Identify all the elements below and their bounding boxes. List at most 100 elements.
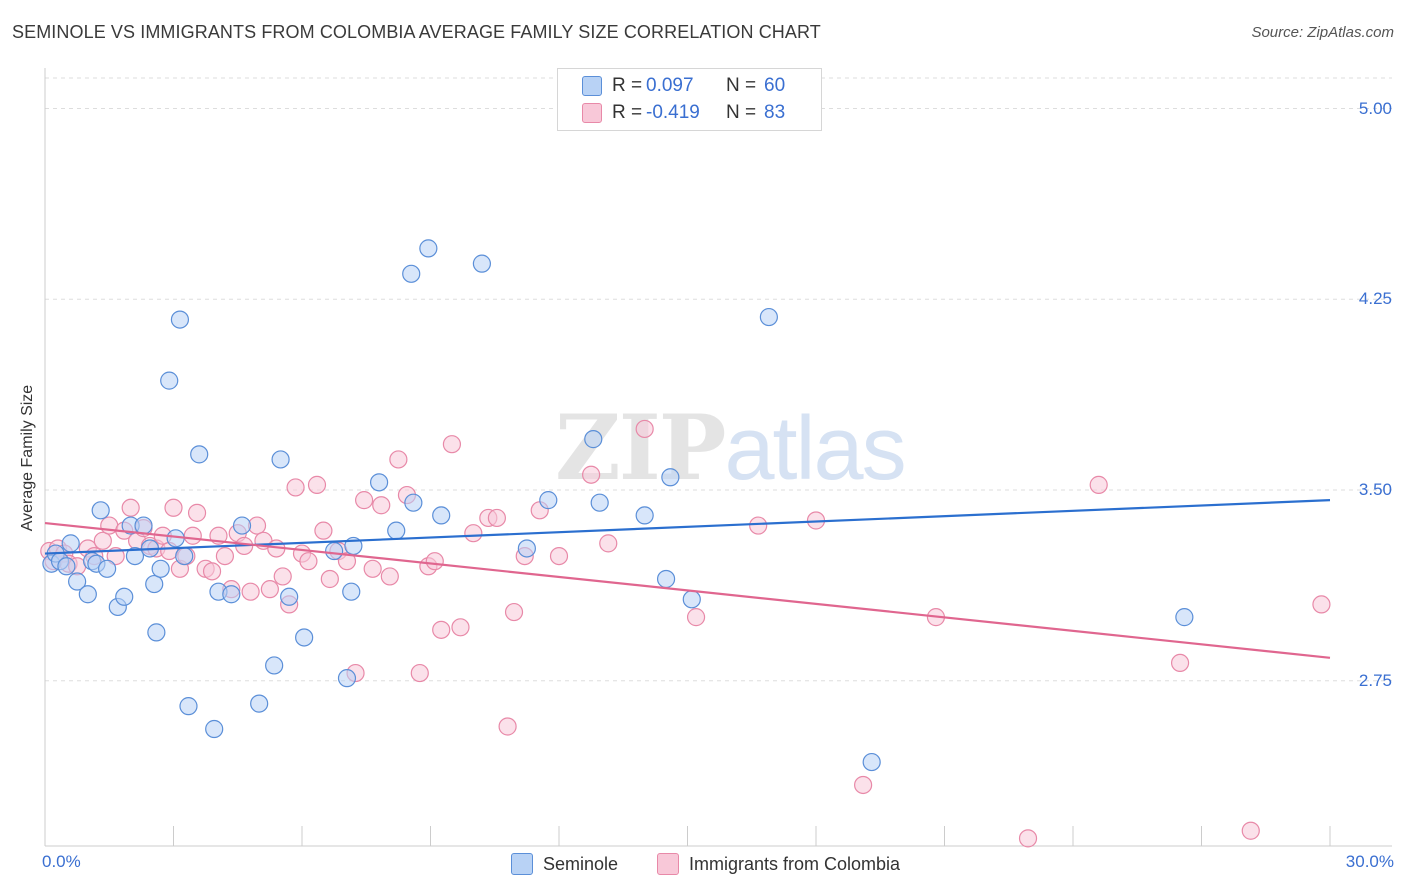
legend-r-value: -0.419 bbox=[646, 102, 700, 123]
colombia-point bbox=[307, 475, 327, 494]
legend-r-value: 0.097 bbox=[646, 75, 694, 96]
y-tick-label: 5.00 bbox=[1358, 98, 1392, 118]
colombia-point bbox=[498, 717, 517, 736]
seminole-point bbox=[134, 516, 153, 535]
colombia-point bbox=[260, 580, 279, 599]
seminole-point bbox=[280, 587, 299, 606]
y-tick-label: 4.25 bbox=[1358, 289, 1392, 309]
axes bbox=[44, 68, 1392, 847]
colombia-point bbox=[442, 435, 462, 454]
seminole-point bbox=[91, 501, 110, 520]
colombia-point bbox=[432, 620, 451, 639]
colombia-point bbox=[363, 559, 382, 578]
seminole-point bbox=[190, 445, 209, 464]
seminole-point bbox=[472, 254, 491, 273]
colombia-trend-line bbox=[44, 521, 1331, 659]
legend-swatch-colombia bbox=[582, 103, 602, 123]
colombia-point bbox=[686, 608, 706, 627]
colombia-point bbox=[599, 534, 618, 553]
colombia-point bbox=[1018, 829, 1038, 848]
colombia-point bbox=[635, 419, 654, 439]
colombia-point bbox=[273, 567, 292, 586]
bottom-legend-swatch-colombia bbox=[657, 853, 679, 875]
seminole-point bbox=[432, 506, 451, 525]
seminole-point bbox=[61, 534, 80, 553]
colombia-point bbox=[93, 531, 112, 550]
seminole-point bbox=[590, 493, 609, 512]
bottom-legend-colombia: Immigrants from Colombia bbox=[657, 852, 900, 876]
legend-row-seminole: R = 0.097 N = 60 bbox=[582, 74, 785, 98]
seminole-point bbox=[115, 587, 134, 606]
colombia-point bbox=[1170, 653, 1190, 673]
seminole-point bbox=[145, 574, 164, 594]
seminole-point bbox=[265, 656, 284, 675]
seminole-point bbox=[759, 307, 778, 327]
colombia-point bbox=[487, 508, 506, 528]
source-label: Source: ZipAtlas.com bbox=[1251, 24, 1394, 41]
seminole-point bbox=[205, 719, 224, 739]
seminole-point bbox=[179, 697, 198, 716]
legend-n-value: 83 bbox=[764, 102, 786, 123]
legend-r-label: R = bbox=[612, 75, 643, 96]
seminole-point bbox=[419, 239, 438, 258]
seminole-point bbox=[160, 371, 179, 390]
colombia-point bbox=[425, 552, 444, 571]
x-tick-label-max: 30.0% bbox=[1345, 852, 1394, 871]
trend-lines bbox=[44, 499, 1331, 659]
seminole-point bbox=[402, 264, 421, 283]
seminole-point bbox=[1175, 608, 1194, 627]
seminole-point bbox=[151, 559, 170, 578]
colombia-point bbox=[582, 465, 601, 484]
seminole-point bbox=[78, 585, 97, 604]
seminole-point bbox=[170, 310, 190, 329]
legend-row-colombia: R = -0.419 N = 83 bbox=[582, 101, 785, 125]
bottom-legend-label-seminole: Seminole bbox=[543, 853, 619, 874]
colombia-point bbox=[504, 602, 524, 622]
seminole-point bbox=[337, 669, 357, 688]
colombia-point bbox=[1312, 595, 1331, 614]
colombia-point bbox=[215, 546, 234, 566]
colombia-point bbox=[854, 775, 873, 795]
bottom-legend-seminole: Seminole bbox=[511, 852, 618, 876]
colombia-point bbox=[314, 521, 333, 540]
seminole-point bbox=[635, 506, 654, 525]
colombia-point bbox=[183, 526, 202, 545]
seminole-point bbox=[539, 491, 558, 510]
series-seminole-points bbox=[42, 239, 1194, 772]
seminole-point bbox=[147, 623, 166, 642]
seminole-point bbox=[370, 473, 389, 492]
colombia-point bbox=[299, 552, 318, 571]
colombia-point bbox=[187, 503, 207, 522]
series-colombia-points bbox=[40, 419, 1331, 848]
seminole-point bbox=[656, 569, 676, 589]
bottom-legend-label-colombia: Immigrants from Colombia bbox=[689, 853, 901, 874]
seminole-point bbox=[125, 546, 145, 566]
colombia-point bbox=[164, 498, 183, 517]
y-tick-label: 2.75 bbox=[1358, 670, 1392, 690]
seminole-point bbox=[862, 752, 881, 772]
colombia-point bbox=[451, 618, 470, 637]
legend-n-value: 60 bbox=[764, 75, 786, 96]
legend-r-label: R = bbox=[612, 102, 643, 123]
seminole-point bbox=[175, 546, 194, 566]
colombia-point bbox=[410, 663, 429, 683]
colombia-point bbox=[380, 567, 399, 586]
colombia-point bbox=[1241, 821, 1260, 840]
seminole-point bbox=[271, 450, 290, 469]
seminole-point bbox=[222, 585, 241, 604]
colombia-point bbox=[749, 516, 768, 535]
seminole-point bbox=[387, 521, 406, 540]
colombia-point bbox=[121, 498, 140, 517]
bottom-legend-swatch-seminole bbox=[511, 853, 533, 875]
seminole-point bbox=[68, 572, 87, 591]
legend-n-label: N = bbox=[726, 75, 757, 96]
seminole-point bbox=[404, 493, 423, 512]
seminole-point bbox=[57, 557, 76, 576]
colombia-point bbox=[549, 546, 569, 566]
stats-legend: R = 0.097 N = 60 R = -0.419 N = 83 bbox=[557, 68, 822, 131]
colombia-point bbox=[355, 491, 374, 510]
colombia-point bbox=[241, 582, 260, 601]
colombia-point bbox=[389, 450, 408, 469]
colombia-point bbox=[372, 496, 391, 515]
